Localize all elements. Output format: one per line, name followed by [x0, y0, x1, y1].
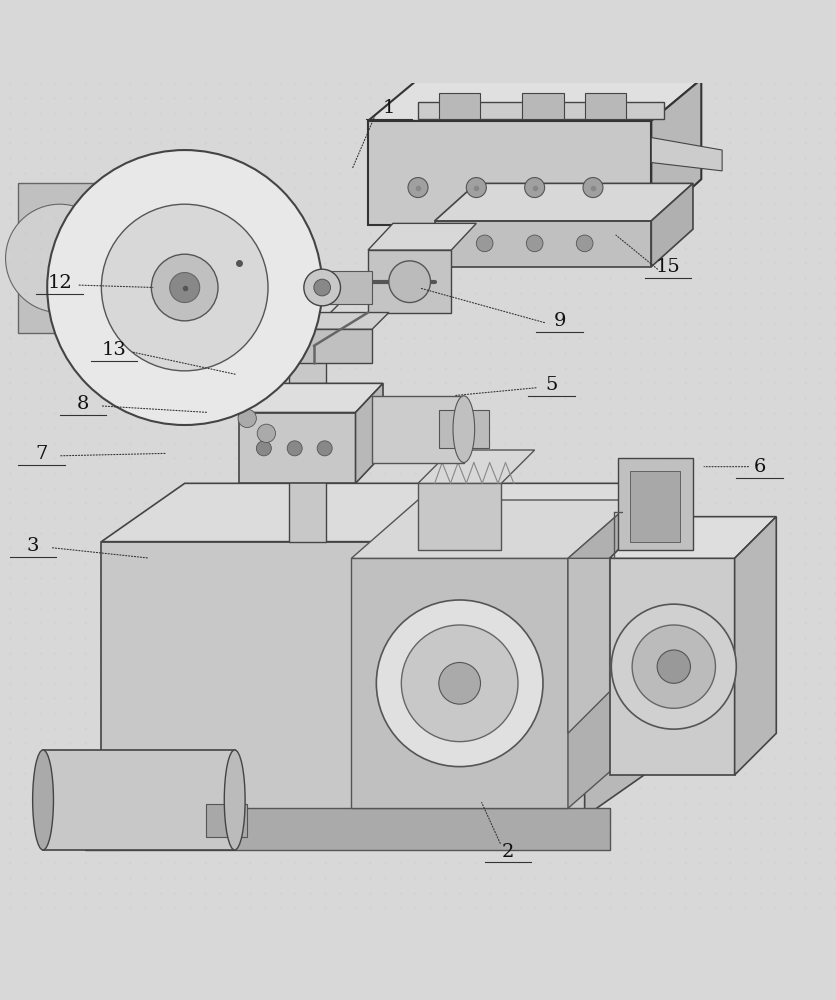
Polygon shape [101, 542, 584, 817]
Ellipse shape [33, 750, 54, 850]
Polygon shape [239, 329, 372, 363]
Polygon shape [568, 500, 635, 808]
Circle shape [288, 441, 302, 456]
Polygon shape [609, 558, 735, 775]
Text: 7: 7 [35, 445, 48, 463]
Circle shape [151, 254, 218, 321]
Circle shape [527, 235, 543, 252]
Circle shape [632, 625, 716, 708]
Polygon shape [372, 396, 464, 463]
Polygon shape [239, 313, 389, 329]
Polygon shape [289, 296, 347, 317]
Ellipse shape [224, 750, 245, 850]
Circle shape [47, 150, 322, 425]
Polygon shape [630, 471, 681, 542]
Polygon shape [368, 223, 477, 250]
Circle shape [317, 441, 332, 456]
Text: 2: 2 [502, 843, 514, 861]
Text: 12: 12 [48, 274, 72, 292]
Circle shape [6, 204, 114, 313]
Polygon shape [568, 558, 609, 733]
Polygon shape [609, 517, 777, 558]
Circle shape [466, 178, 487, 198]
Circle shape [257, 441, 272, 456]
Circle shape [657, 650, 691, 683]
Polygon shape [351, 558, 568, 808]
Ellipse shape [453, 396, 475, 463]
Polygon shape [522, 93, 563, 119]
Polygon shape [355, 383, 383, 483]
Text: 6: 6 [753, 458, 766, 476]
Polygon shape [651, 183, 693, 267]
Text: 5: 5 [545, 376, 558, 394]
Text: 3: 3 [27, 537, 39, 555]
Circle shape [257, 424, 276, 443]
Circle shape [101, 204, 268, 371]
Polygon shape [651, 138, 722, 171]
Polygon shape [584, 93, 626, 119]
Polygon shape [351, 500, 635, 558]
Text: 8: 8 [77, 395, 89, 413]
Text: 15: 15 [655, 258, 681, 276]
Polygon shape [439, 410, 489, 448]
Circle shape [477, 235, 493, 252]
Circle shape [611, 604, 737, 729]
Polygon shape [101, 483, 668, 542]
Text: 13: 13 [101, 341, 126, 359]
Circle shape [238, 409, 257, 428]
Polygon shape [239, 413, 355, 483]
Polygon shape [84, 808, 609, 850]
Circle shape [170, 273, 200, 303]
Circle shape [576, 235, 593, 252]
Polygon shape [418, 483, 502, 550]
Polygon shape [368, 79, 701, 121]
Polygon shape [18, 183, 101, 333]
Polygon shape [368, 250, 451, 313]
Polygon shape [735, 517, 777, 775]
Polygon shape [435, 183, 693, 221]
Polygon shape [618, 458, 693, 550]
Circle shape [401, 625, 518, 742]
Polygon shape [439, 93, 481, 119]
Polygon shape [435, 221, 651, 267]
Polygon shape [256, 329, 261, 381]
Text: 9: 9 [553, 312, 566, 330]
Polygon shape [418, 102, 664, 119]
Polygon shape [319, 271, 372, 304]
Polygon shape [239, 383, 383, 413]
Circle shape [583, 178, 603, 198]
Circle shape [525, 178, 544, 198]
Polygon shape [206, 804, 247, 837]
Circle shape [439, 662, 481, 704]
Polygon shape [651, 79, 701, 225]
Circle shape [389, 261, 431, 303]
Circle shape [314, 279, 330, 296]
Polygon shape [584, 483, 668, 817]
Circle shape [376, 600, 543, 767]
Polygon shape [368, 121, 651, 225]
Polygon shape [418, 450, 535, 483]
Polygon shape [43, 750, 235, 850]
Circle shape [408, 178, 428, 198]
Text: 1: 1 [383, 99, 395, 117]
Circle shape [240, 363, 277, 399]
Circle shape [303, 269, 340, 306]
Polygon shape [84, 817, 118, 850]
Polygon shape [289, 317, 326, 542]
